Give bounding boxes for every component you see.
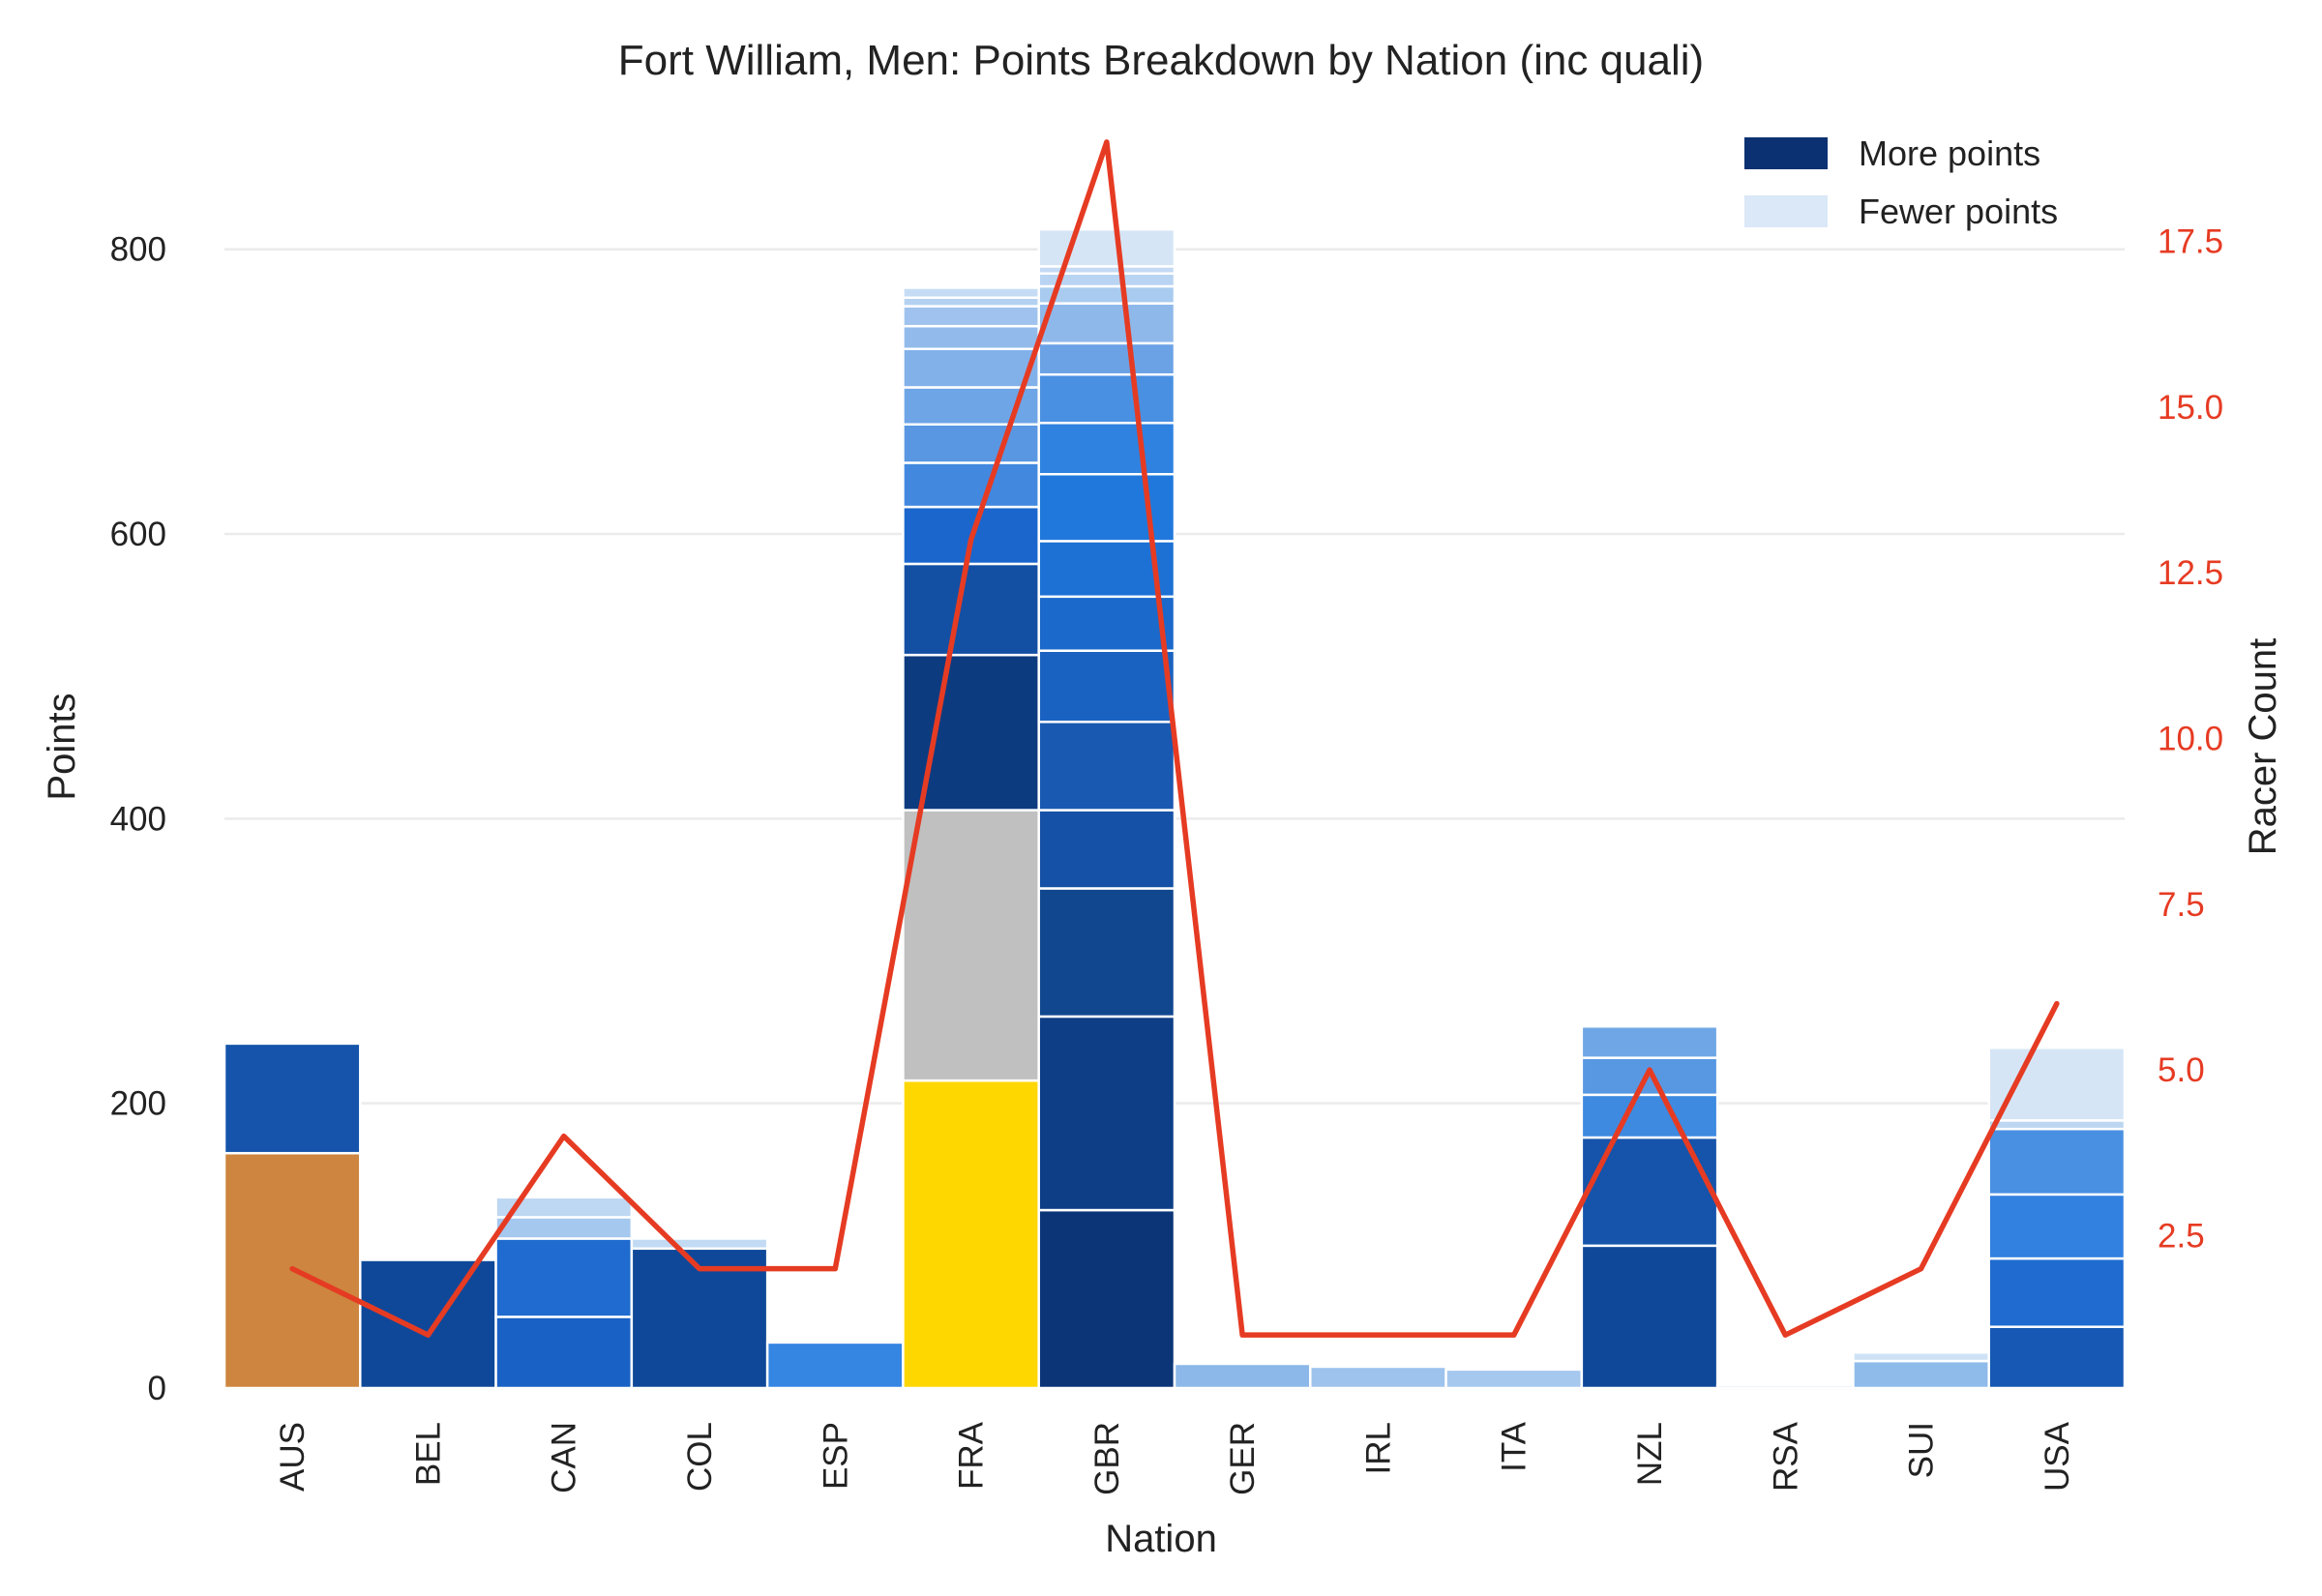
racer-count-line (289, 139, 2060, 1338)
x-tick-label: IRL (1359, 1422, 1397, 1474)
legend: More points Fewer points (1744, 133, 2058, 231)
bar-segment-fra (902, 286, 1040, 300)
bar-segment-col (630, 1237, 769, 1251)
x-tick-label: NZL (1631, 1422, 1669, 1486)
x-tick-label: ESP (817, 1422, 854, 1490)
x-axis: AUS BEL CAN COL ESP FRA GBR GER IRL ITA NZL RSA SUI U… (274, 1421, 2076, 1495)
y2-tick-label: 7.5 (2158, 886, 2205, 924)
bar-segment-gbr (1037, 887, 1176, 1019)
bar-segment-can (494, 1237, 634, 1318)
y2-tick-label: 15.0 (2158, 389, 2223, 427)
bar-segment-nzl (1580, 1056, 1719, 1097)
y2-tick-label: 5.0 (2158, 1051, 2205, 1089)
bar-segment-fra (902, 347, 1040, 389)
bar-segment-gbr (1037, 1208, 1176, 1390)
bar-segment-ger (1173, 1362, 1312, 1390)
bar-segment-gbr (1037, 472, 1176, 543)
y2-tick-label: 12.5 (2158, 554, 2223, 592)
bar-segment-can (494, 1216, 634, 1240)
bar-segment-fra (902, 809, 1040, 1082)
left-axis: 0 200 400 600 800 (110, 231, 166, 1407)
bar-segment-fra (902, 305, 1040, 328)
bar-segment-nzl (1580, 1024, 1719, 1059)
bar-segment-gbr (1037, 595, 1176, 652)
x-tick-label: GBR (1088, 1422, 1126, 1495)
bar-segment-fra (902, 324, 1040, 350)
chart-title: Fort William, Men: Points Breakdown by N… (618, 37, 1704, 84)
y-tick-label: 800 (110, 231, 166, 269)
bar-segment-fra (902, 423, 1040, 464)
bar-segment-gbr (1037, 422, 1176, 476)
y2-tick-label: 2.5 (2158, 1217, 2205, 1255)
bar-segment-usa (1987, 1119, 2127, 1131)
bar-segment-usa (1987, 1127, 2127, 1197)
x-tick-label: SUI (1903, 1422, 1941, 1478)
x-tick-label: GER (1224, 1422, 1262, 1495)
x-tick-label: RSA (1767, 1421, 1804, 1492)
bar-segment-nzl (1580, 1093, 1719, 1139)
bar-segment-usa (1987, 1256, 2127, 1328)
bar-segment-gbr (1037, 372, 1176, 425)
bar-segment-ita (1444, 1368, 1584, 1390)
bar-segment-fra (902, 461, 1040, 509)
bar-segment-usa (1987, 1047, 2127, 1122)
bar-segment-fra (902, 296, 1040, 308)
y2-axis-label: Racer Count (2242, 638, 2284, 856)
x-tick-label: CAN (546, 1422, 583, 1493)
bar-segment-gbr (1037, 302, 1176, 345)
bar-segment-aus (223, 1042, 362, 1155)
bar-segment-usa (1987, 1325, 2127, 1390)
bar-segment-gbr (1037, 1015, 1176, 1212)
legend-label: More points (1859, 133, 2040, 173)
bar-segment-irl (1309, 1365, 1447, 1390)
x-tick-label: FRA (953, 1421, 991, 1490)
legend-label: Fewer points (1859, 192, 2058, 231)
right-axis: 2.5 5.0 7.5 10.0 12.5 15.0 17.5 (2158, 223, 2223, 1256)
bar-segment-usa (1987, 1193, 2127, 1260)
bar-segment-fra (902, 562, 1040, 657)
x-axis-label: Nation (1105, 1518, 1217, 1560)
bar-segment-can (494, 1315, 634, 1390)
bars (223, 227, 2127, 1390)
bar-segment-esp (765, 1341, 905, 1390)
bar-segment-nzl (1580, 1136, 1719, 1248)
bar-segment-sui (1852, 1359, 1990, 1390)
x-tick-label: BEL (409, 1422, 447, 1486)
bar-segment-gbr (1037, 809, 1176, 890)
bar-segment-rsa (1715, 1383, 1855, 1390)
y-tick-label: 400 (110, 800, 166, 838)
bar-segment-gbr (1037, 341, 1176, 376)
y-tick-label: 0 (148, 1370, 166, 1407)
bar-segment-fra (902, 1079, 1040, 1390)
bar-segment-gbr (1037, 649, 1176, 724)
bar-segment-gbr (1037, 227, 1176, 268)
x-tick-label: AUS (274, 1422, 312, 1492)
bar-segment-can (494, 1196, 634, 1219)
y-axis-label: Points (41, 693, 83, 800)
x-tick-label: ITA (1496, 1421, 1533, 1472)
bar-segment-nzl (1580, 1244, 1719, 1390)
x-tick-label: COL (681, 1422, 719, 1492)
bar-segment-bel (359, 1258, 497, 1390)
bar-segment-gbr (1037, 721, 1176, 812)
y-tick-label: 200 (110, 1085, 166, 1123)
legend-swatch (1744, 195, 1828, 227)
legend-swatch (1744, 137, 1828, 169)
x-tick-label: USA (2039, 1421, 2076, 1492)
y-tick-label: 600 (110, 516, 166, 553)
y2-tick-label: 17.5 (2158, 223, 2223, 261)
y2-tick-label: 10.0 (2158, 721, 2223, 758)
racer-count-line-layer (289, 139, 2060, 1338)
bar-segment-sui (1852, 1350, 1990, 1363)
